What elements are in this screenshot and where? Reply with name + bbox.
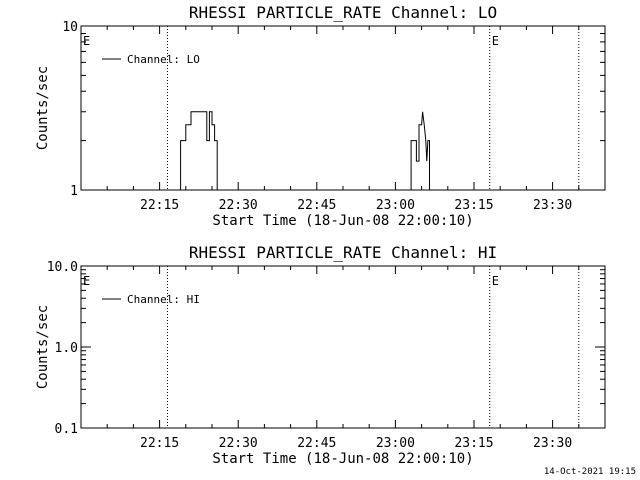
event-marker: E xyxy=(492,274,499,288)
y-axis-label: Counts/sec xyxy=(35,305,51,389)
x-tick-label: 23:30 xyxy=(533,198,572,213)
legend-entry: Channel: LO xyxy=(127,53,200,66)
event-marker: E xyxy=(492,34,499,48)
y-tick-label: 10.0 xyxy=(47,260,78,275)
x-tick-label: 23:30 xyxy=(533,436,572,451)
x-axis-label: Start Time (18-Jun-08 22:00:10) xyxy=(212,213,473,229)
y-tick-label: 1 xyxy=(70,184,78,199)
chart-panels: RHESSI PARTICLE_RATE Channel: LO Counts/s… xyxy=(35,3,606,467)
event-marker: E xyxy=(83,34,90,48)
x-tick-label: 23:15 xyxy=(454,436,493,451)
x-tick-label: 22:45 xyxy=(297,198,336,213)
event-marker: E xyxy=(83,274,90,288)
chart-title: RHESSI PARTICLE_RATE Channel: LO xyxy=(189,3,497,22)
chart-title: RHESSI PARTICLE_RATE Channel: HI xyxy=(189,243,497,262)
x-tick-label: 23:00 xyxy=(376,436,415,451)
legend-entry: Channel: HI xyxy=(127,293,200,306)
x-axis-label: Start Time (18-Jun-08 22:00:10) xyxy=(212,451,473,467)
series-line-segment xyxy=(180,111,218,190)
chart-panel-1: RHESSI PARTICLE_RATE Channel: LO Counts/s… xyxy=(35,3,606,229)
chart-panel-2: RHESSI PARTICLE_RATE Channel: HI Counts/s… xyxy=(35,243,606,467)
series-line-segment xyxy=(410,111,430,190)
y-tick-label: 0.1 xyxy=(55,422,78,437)
y-tick-label: 1.0 xyxy=(55,341,78,356)
y-axis-label: Counts/sec xyxy=(35,66,51,150)
x-tick-label: 23:15 xyxy=(454,198,493,213)
x-tick-label: 22:15 xyxy=(140,198,179,213)
y-tick-label: 10 xyxy=(62,20,78,35)
x-tick-label: 22:30 xyxy=(219,198,258,213)
x-tick-label: 22:45 xyxy=(297,436,336,451)
x-tick-label: 22:15 xyxy=(140,436,179,451)
x-tick-label: 23:00 xyxy=(376,198,415,213)
footer-timestamp: 14-Oct-2021 19:15 xyxy=(544,467,636,477)
x-tick-label: 22:30 xyxy=(219,436,258,451)
